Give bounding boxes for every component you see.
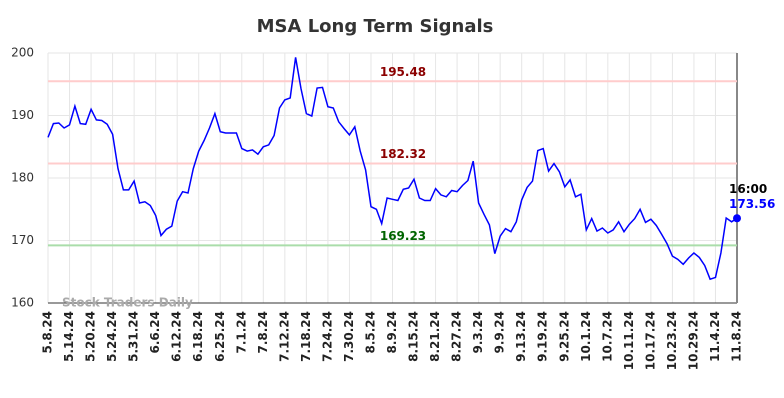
- x-tick-label: 7.30.24: [342, 311, 356, 362]
- x-tick-label: 9.3.24: [471, 311, 485, 354]
- x-tick-label: 6.12.24: [170, 311, 184, 362]
- y-tick-label: 180: [11, 171, 34, 185]
- y-tick-label: 170: [11, 233, 34, 247]
- x-tick-label: 9.13.24: [514, 311, 528, 362]
- x-tick-label: 5.24.24: [105, 311, 119, 362]
- level-label: 169.23: [380, 229, 426, 243]
- x-tick-label: 7.1.24: [234, 311, 248, 354]
- x-tick-label: 10.11.24: [622, 311, 636, 370]
- x-tick-label: 7.12.24: [277, 311, 291, 362]
- x-tick-label: 5.31.24: [127, 311, 141, 362]
- x-tick-label: 10.1.24: [579, 311, 593, 362]
- end-value-label: 173.56: [729, 197, 775, 211]
- x-tick-label: 8.21.24: [428, 311, 442, 362]
- watermark: Stock Traders Daily: [62, 296, 193, 310]
- price-line: [47, 57, 738, 281]
- x-tick-label: 8.27.24: [450, 311, 464, 362]
- x-tick-label: 6.6.24: [148, 311, 162, 354]
- x-tick-label: 7.24.24: [320, 311, 334, 362]
- x-tick-label: 10.17.24: [643, 311, 657, 370]
- x-tick-label: 7.18.24: [299, 311, 313, 362]
- chart-title: MSA Long Term Signals: [257, 16, 494, 37]
- x-tick-label: 9.9.24: [493, 311, 507, 354]
- level-label: 195.48: [380, 65, 426, 79]
- last-point: [733, 214, 741, 223]
- y-tick-label: 160: [11, 296, 34, 310]
- x-tick-label: 8.9.24: [385, 311, 399, 354]
- level-label: 182.32: [380, 147, 426, 161]
- x-tick-label: 9.25.24: [557, 311, 571, 362]
- x-tick-label: 11.8.24: [730, 311, 744, 362]
- x-tick-label: 10.7.24: [600, 311, 614, 362]
- x-tick-label: 5.14.24: [62, 311, 76, 362]
- end-time-label: 16:00: [729, 182, 767, 196]
- x-tick-label: 7.8.24: [256, 311, 270, 354]
- y-tick-label: 200: [11, 46, 34, 60]
- x-tick-label: 5.8.24: [41, 311, 55, 354]
- y-tick-label: 190: [11, 108, 34, 122]
- x-tick-label: 8.15.24: [407, 311, 421, 362]
- x-tick-label: 10.23.24: [665, 311, 679, 370]
- x-tick-label: 5.20.24: [84, 311, 98, 362]
- x-tick-label: 9.19.24: [536, 311, 550, 362]
- x-tick-label: 6.18.24: [191, 311, 205, 362]
- x-tick-label: 6.25.24: [213, 311, 227, 362]
- x-tick-label: 11.4.24: [708, 311, 722, 362]
- x-tick-label: 8.5.24: [363, 311, 377, 354]
- x-tick-label: 10.29.24: [686, 311, 700, 370]
